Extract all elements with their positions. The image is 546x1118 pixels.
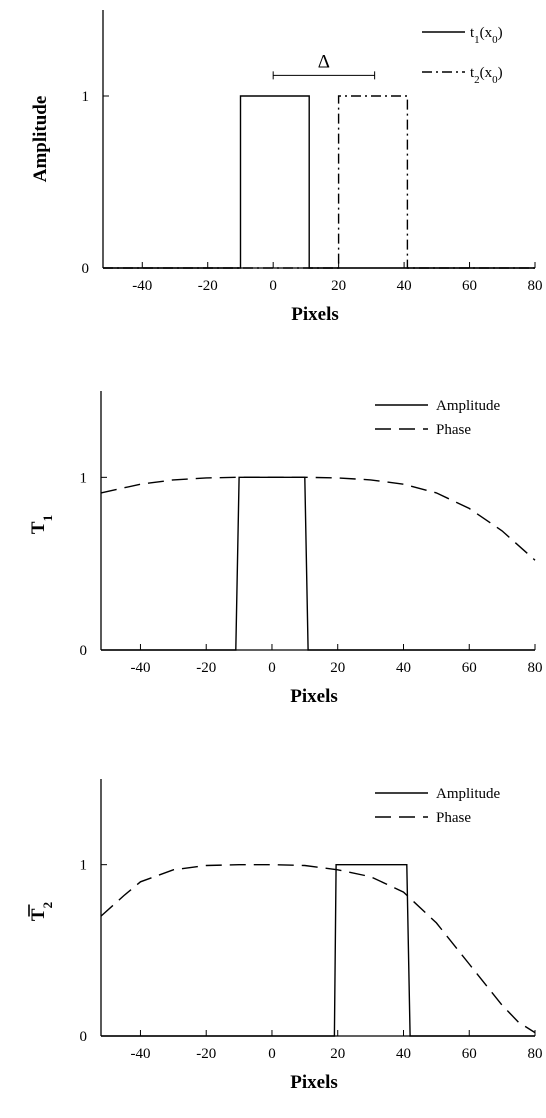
x-tick-label: 40 — [397, 278, 412, 294]
x-tick-label: 40 — [396, 660, 411, 676]
x-tick-label: 60 — [462, 660, 477, 676]
legend-label: Phase — [436, 422, 471, 438]
x-tick-label: -40 — [130, 1046, 150, 1062]
x-tick-label: 80 — [528, 660, 543, 676]
y-tick-label: 1 — [80, 470, 88, 486]
y-tick-label: 1 — [80, 858, 88, 874]
x-tick-label: -40 — [130, 660, 150, 676]
x-tick-label: -20 — [196, 1046, 216, 1062]
x-tick-label: -20 — [198, 278, 218, 294]
legend-label: Phase — [436, 810, 471, 826]
series-line-2 — [103, 95, 535, 269]
series-line-1 — [103, 95, 535, 269]
panel-3: -40 -20 0 20 40 60 80 0 1 Pixels T2 Amplitude Phase — [28, 779, 543, 1093]
x-tick-label: 80 — [528, 1046, 543, 1062]
x-tick-label: 0 — [269, 278, 277, 294]
legend-label: t2(x0) — [470, 65, 503, 86]
x-tick-label: 0 — [268, 660, 276, 676]
y-axis-title: Amplitude — [30, 96, 51, 183]
x-tick-label: -40 — [132, 278, 152, 294]
panel-1: -40 -20 0 20 40 60 80 0 1 Pixels Amplitude t1(x0) t2… — [30, 10, 543, 325]
x-tick-label: 20 — [330, 660, 345, 676]
x-tick-label: 80 — [528, 278, 543, 294]
x-tick-label: 60 — [462, 278, 477, 294]
y-axis-title: T2 — [28, 902, 55, 921]
y-tick-label: 0 — [80, 1029, 88, 1045]
series-line-2 — [100, 864, 536, 1034]
x-tick-label: -20 — [196, 660, 216, 676]
x-tick-label: 40 — [396, 1046, 411, 1062]
y-tick-label: 0 — [80, 643, 88, 659]
x-tick-label: 20 — [331, 278, 346, 294]
panel-2: -40 -20 0 20 40 60 80 0 1 Pixels T1 Amplitude Phase — [28, 391, 543, 707]
y-axis-title: T1 — [28, 515, 55, 534]
x-axis-title: Pixels — [291, 304, 339, 325]
y-tick-label: 1 — [82, 89, 90, 105]
series-line-1 — [101, 476, 535, 651]
delta-label: Δ — [318, 51, 330, 72]
legend-label: t1(x0) — [470, 25, 503, 46]
x-tick-label: 20 — [330, 1046, 345, 1062]
x-tick-label: 60 — [462, 1046, 477, 1062]
x-axis-title: Pixels — [290, 686, 338, 707]
x-tick-label: 0 — [268, 1046, 276, 1062]
series-line-1 — [101, 864, 535, 1037]
series-line-2 — [100, 476, 536, 561]
legend-label: Amplitude — [436, 786, 501, 802]
y-tick-label: 0 — [82, 261, 90, 277]
x-axis-title: Pixels — [290, 1072, 338, 1093]
legend-label: Amplitude — [436, 398, 501, 414]
